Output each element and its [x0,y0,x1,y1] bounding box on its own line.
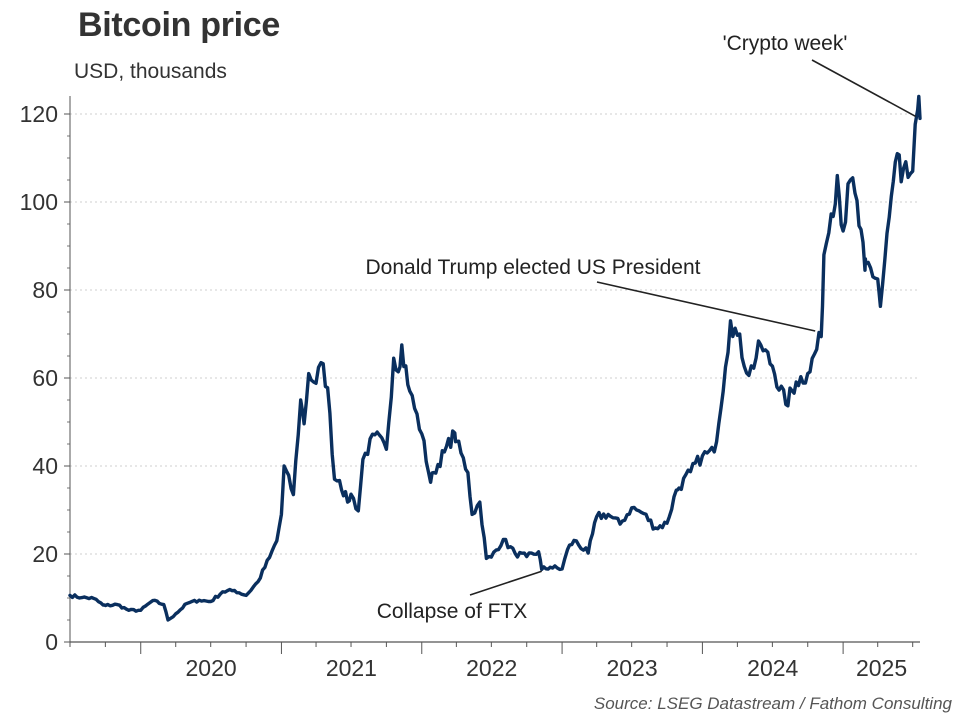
annotation-leader [811,59,917,118]
x-tick-label: 2022 [466,655,517,681]
grid-layer [70,113,920,555]
annotation-label: 'Crypto week' [723,32,848,55]
y-tick-label: 120 [20,101,58,127]
x-tick-label: 2023 [606,655,657,681]
chart-subtitle: USD, thousands [74,60,227,83]
y-tick-label: 40 [32,453,58,479]
series-line [68,94,922,622]
chart-title: Bitcoin price [78,6,281,44]
y-tick-label: 60 [32,365,58,391]
annotation-leader [596,281,816,332]
y-tick-label: 20 [32,541,58,567]
x-tick-label: 2021 [326,655,377,681]
y-tick-label: 100 [20,189,58,215]
y-tick-label: 0 [45,629,58,655]
y-tick-label: 80 [32,277,58,303]
series-layer [68,94,922,622]
x-tick-label: 2020 [186,655,237,681]
x-tick-label: 2025 [856,655,907,681]
annotation-label: Collapse of FTX [377,600,528,623]
annotation-layer: 'Crypto week' Donald Trump elected US Pre… [365,32,917,623]
annotation-leader [469,570,542,596]
axis-layer: 0 20 40 60 80 100 120 2020 2021 2022 2023 2024 2025 [20,96,920,681]
x-tick-label: 2024 [747,655,798,681]
source-note: Source: LSEG Datastream / Fathom Consult… [593,694,952,713]
annotation-label: Donald Trump elected US President [365,256,700,279]
